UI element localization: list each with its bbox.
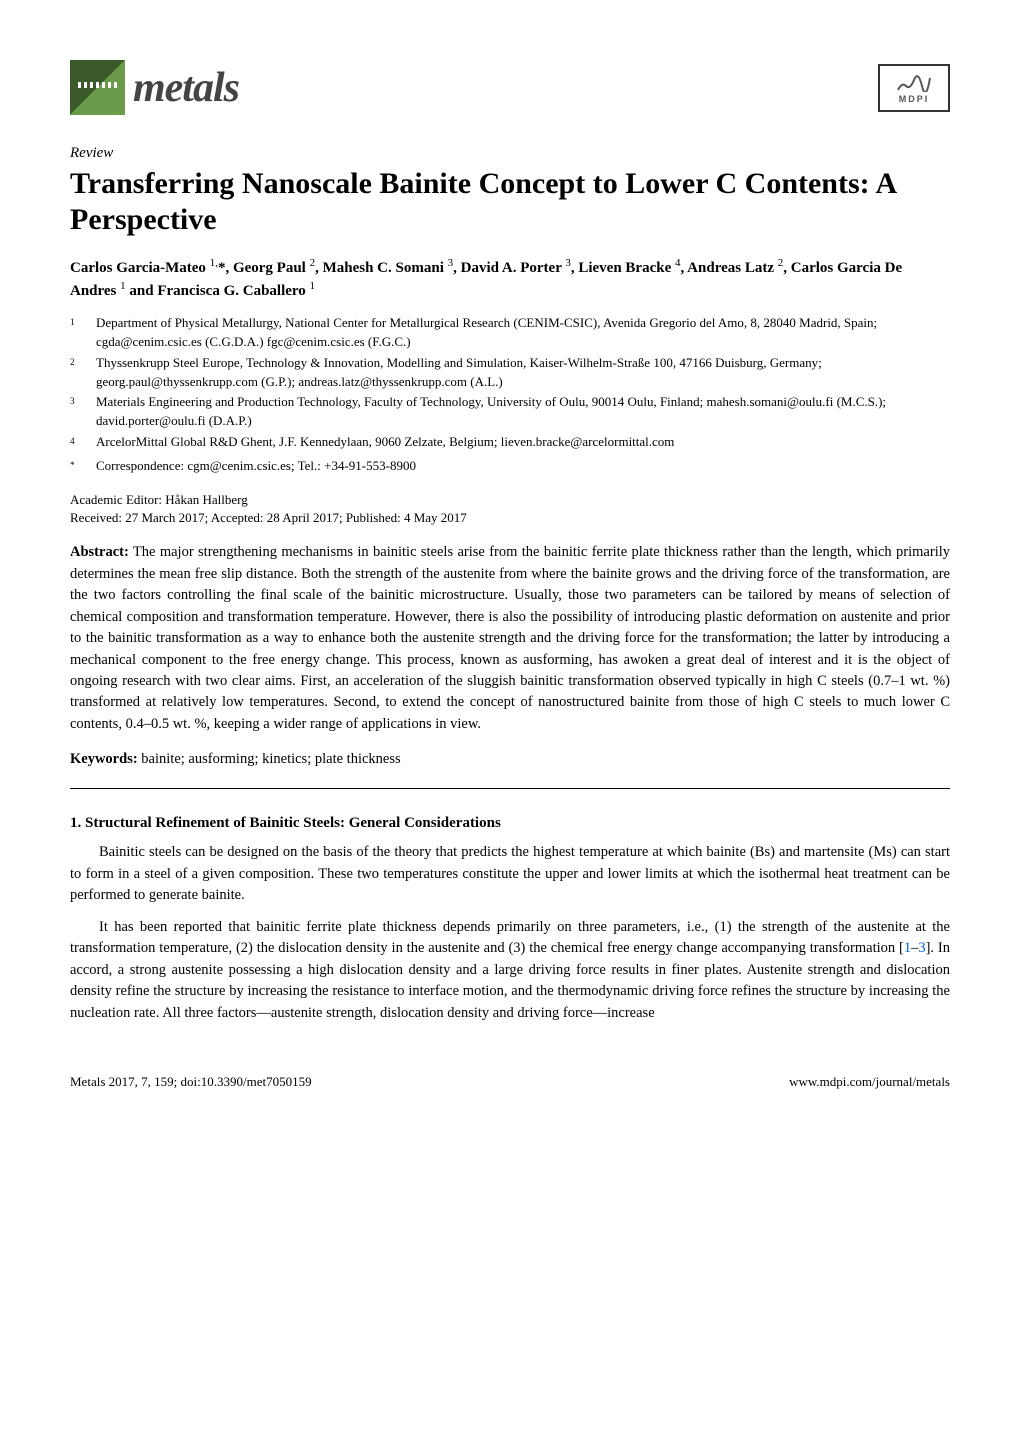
metals-logo-icon: [70, 60, 125, 115]
affiliations-block: 1Department of Physical Metallurgy, Nati…: [70, 314, 950, 478]
affiliation-row: 2Thyssenkrupp Steel Europe, Technology &…: [70, 354, 950, 392]
journal-logo-block: metals: [70, 60, 239, 115]
affiliation-text: ArcelorMittal Global R&D Ghent, J.F. Ken…: [96, 433, 950, 455]
affiliation-row: 3Materials Engineering and Production Te…: [70, 393, 950, 431]
para2-pre: It has been reported that bainitic ferri…: [70, 919, 950, 956]
section-1-para-2: It has been reported that bainitic ferri…: [70, 917, 950, 1024]
reference-link-3[interactable]: 3: [918, 940, 925, 956]
mdpi-label: MDPI: [899, 94, 930, 104]
affiliation-marker: 2: [70, 354, 96, 392]
affiliation-row: *Correspondence: cgm@cenim.csic.es; Tel.…: [70, 457, 950, 479]
affiliation-marker: 1: [70, 314, 96, 352]
affiliation-text: Department of Physical Metallurgy, Natio…: [96, 314, 950, 352]
affiliation-row: 1Department of Physical Metallurgy, Nati…: [70, 314, 950, 352]
mdpi-logo: MDPI: [878, 64, 950, 112]
article-dates: Received: 27 March 2017; Accepted: 28 Ap…: [70, 510, 950, 526]
section-1-heading: 1. Structural Refinement of Bainitic Ste…: [70, 815, 950, 832]
article-type: Review: [70, 145, 950, 162]
affiliation-marker: *: [70, 457, 96, 479]
affiliation-text: Thyssenkrupp Steel Europe, Technology & …: [96, 354, 950, 392]
affiliation-marker: 3: [70, 393, 96, 431]
keywords-label: Keywords:: [70, 751, 138, 767]
abstract-text: The major strengthening mechanisms in ba…: [70, 544, 950, 732]
affiliation-row: 4ArcelorMittal Global R&D Ghent, J.F. Ke…: [70, 433, 950, 455]
footer-citation: Metals 2017, 7, 159; doi:10.3390/met7050…: [70, 1074, 312, 1090]
keywords-text: bainite; ausforming; kinetics; plate thi…: [141, 751, 400, 767]
abstract-block: Abstract: The major strengthening mechan…: [70, 542, 950, 735]
page-footer: Metals 2017, 7, 159; doi:10.3390/met7050…: [70, 1074, 950, 1090]
affiliation-text: Materials Engineering and Production Tec…: [96, 393, 950, 431]
affiliation-text: Correspondence: cgm@cenim.csic.es; Tel.:…: [96, 457, 950, 479]
keywords-block: Keywords: bainite; ausforming; kinetics;…: [70, 751, 950, 768]
footer-url: www.mdpi.com/journal/metals: [789, 1074, 950, 1090]
journal-name: metals: [133, 64, 239, 112]
reference-link-1[interactable]: 1: [904, 940, 911, 956]
section-divider: [70, 788, 950, 789]
mdpi-wave-icon: [896, 72, 932, 92]
section-1-para-1: Bainitic steels can be designed on the b…: [70, 842, 950, 906]
article-title: Transferring Nanoscale Bainite Concept t…: [70, 166, 950, 238]
academic-editor: Academic Editor: Håkan Hallberg: [70, 492, 950, 508]
affiliation-marker: 4: [70, 433, 96, 455]
page-header: metals MDPI: [70, 60, 950, 115]
abstract-label: Abstract:: [70, 544, 129, 560]
authors-line: Carlos Garcia-Mateo 1,*, Georg Paul 2, M…: [70, 256, 950, 302]
